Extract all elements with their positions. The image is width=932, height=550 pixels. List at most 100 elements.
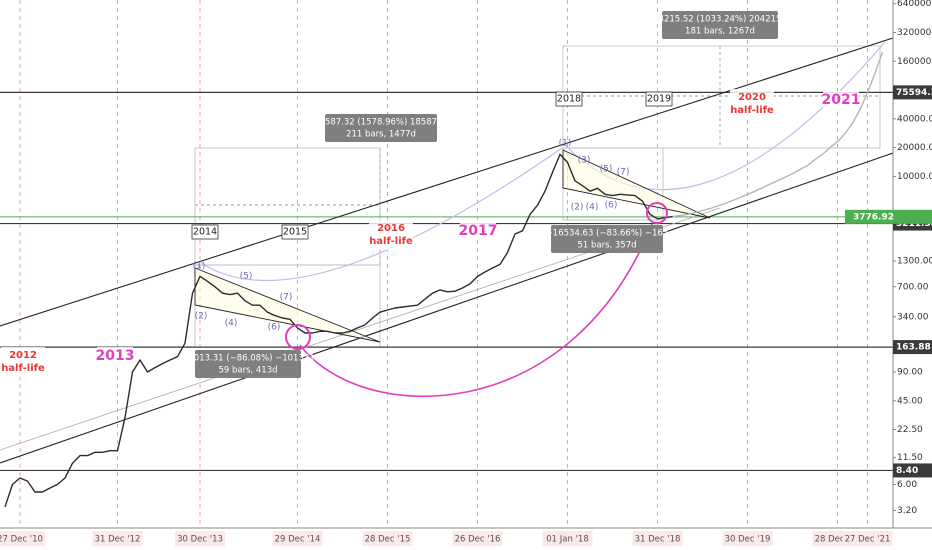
y-tick-label: 1300.00 — [897, 257, 932, 267]
x-tick-box — [175, 531, 225, 546]
half-life-bg — [369, 220, 413, 250]
x-tick-box — [842, 531, 893, 546]
wave-label: (1) — [559, 139, 572, 149]
measure-label: 181 bars, 1267d — [685, 27, 755, 37]
annotation-layer: 2014 2015 2018 2019 2012 half-life 2016 half-li… — [1, 11, 860, 378]
price-line-tag — [893, 340, 932, 355]
measure-box — [325, 114, 437, 142]
year-label: 2014 — [193, 227, 217, 238]
measure-box — [662, 11, 778, 39]
y-tick-label: 20000.00 — [897, 143, 932, 153]
wave-label: (7) — [617, 168, 630, 178]
channel-upper — [0, 37, 894, 327]
wave-label: (4) — [586, 203, 599, 213]
cycle-arc — [299, 223, 653, 397]
y-tick-label: 90.00 — [897, 367, 923, 377]
half-life-label: half-life — [1, 363, 45, 374]
y-tick-label: 700.00 — [897, 282, 929, 292]
y-tick-label: 340.00 — [897, 312, 929, 322]
cycle-label: 2017 — [459, 223, 498, 239]
wave-label: (5) — [240, 272, 253, 282]
x-tick-label: 01 Jan '18 — [546, 535, 588, 545]
x-tick-label: 27 Dec '21 — [845, 535, 891, 545]
x-tick-label: 28 Dec '20 — [815, 535, 861, 545]
y-tick-label: 160000.00 — [897, 57, 932, 67]
wave-label: (1) — [193, 262, 206, 272]
wave-label: (3) — [578, 156, 591, 166]
x-tick-label: 30 Dec '13 — [177, 535, 223, 545]
half-life-label: 2016 — [377, 223, 405, 234]
x-tick-label: 30 Dec '19 — [725, 535, 771, 545]
cycle-label: 2013 — [96, 348, 135, 364]
x-tick-box — [0, 531, 45, 546]
measure-box — [195, 350, 301, 378]
cycle-bg — [97, 347, 133, 365]
last-price-tag — [845, 209, 932, 224]
y-tick-label: 10000.00 — [897, 172, 932, 182]
bottom-circle — [646, 202, 668, 224]
year-box — [555, 91, 583, 107]
triangle — [562, 149, 711, 219]
year-label: 2018 — [557, 94, 581, 105]
y-tick-label: 640000.00 — [897, 0, 932, 9]
measure-box — [551, 225, 663, 253]
half-life-bg — [730, 89, 774, 119]
half-life-bg — [1, 347, 45, 377]
price-line-label: 75594.39 — [896, 88, 932, 98]
half-life-label: half-life — [730, 105, 774, 116]
bottom-circle — [285, 324, 311, 350]
measure-label: −1013.31 (−86.08%) −101331 — [181, 354, 314, 364]
x-tick-box — [362, 531, 413, 546]
half-life-label: 2020 — [738, 92, 766, 103]
x-tick-box — [92, 531, 143, 546]
measure-label: −16534.63 (−83.66%) −165 — [546, 229, 669, 239]
y-tick-label: 11.50 — [897, 453, 923, 463]
x-tick-box — [632, 531, 683, 546]
price-line-tag — [893, 463, 932, 478]
price-line-label: 8.40 — [896, 466, 918, 476]
wave-label: (2) — [571, 203, 584, 213]
y-tick-label: 45.00 — [897, 396, 923, 406]
channel-lower — [0, 152, 894, 464]
y-tick-label: 3.20 — [897, 506, 917, 516]
year-box — [191, 224, 219, 240]
cycle-bg — [460, 222, 496, 240]
x-tick-label: 29 Dec '14 — [275, 535, 321, 545]
cycle-label: 2021 — [822, 92, 861, 108]
measure-label: 51 bars, 357d — [577, 241, 636, 251]
plot-layer — [0, 0, 893, 528]
x-tick-label: 31 Dec '12 — [95, 535, 141, 545]
y-tick-label: 22.50 — [897, 425, 923, 435]
cycle-curve — [199, 147, 563, 282]
wave-label: (6) — [605, 201, 618, 211]
price-series — [4, 153, 673, 508]
x-tick-box — [722, 531, 773, 546]
price-series — [672, 51, 884, 218]
year-label: 2019 — [647, 94, 671, 105]
last-price-label: 3776.92 — [853, 212, 894, 222]
measure-label: 211 bars, 1477d — [346, 130, 416, 140]
x-tick-label: 27 Dec '10 — [0, 535, 43, 545]
series-layer — [4, 51, 884, 508]
cycle-bg — [823, 91, 859, 109]
half-life-label: half-life — [369, 236, 413, 247]
x-tick-label: 26 Dec '16 — [455, 535, 501, 545]
wave-label: (4) — [225, 319, 238, 329]
measure-label: 59 bars, 413d — [218, 366, 277, 376]
year-label: 2015 — [283, 227, 307, 238]
y-tick-label: 6.00 — [897, 480, 917, 490]
price-line-label: 3211.34 — [896, 219, 932, 229]
measure-label: 18587.32 (1578.96%) 1858732 — [314, 118, 448, 128]
wave-label: (5) — [600, 165, 613, 175]
x-tick-label: 31 Dec '18 — [635, 535, 681, 545]
y-tick-label: 40000.00 — [897, 114, 932, 124]
x-tick-box — [452, 531, 503, 546]
measure-label: 204215.52 (1033.24%) 20421552 — [648, 15, 793, 25]
y-tick-label: 320000.00 — [897, 28, 932, 38]
x-tick-label: 28 Dec '15 — [365, 535, 411, 545]
wave-label: (6) — [268, 323, 281, 333]
year-box — [645, 91, 673, 107]
